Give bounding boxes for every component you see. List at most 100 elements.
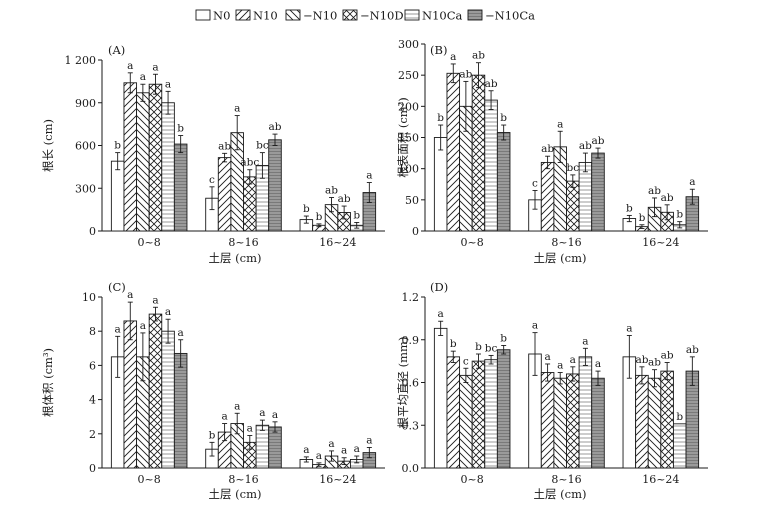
y-tick-label: 50 bbox=[405, 194, 419, 207]
legend-item-mN10: −N10 bbox=[285, 9, 337, 23]
y-axis-label: 根平均直径 (mm) bbox=[396, 337, 410, 429]
significance-letter: ab bbox=[485, 78, 498, 90]
bar-−N10Ca-0~8 bbox=[496, 349, 511, 469]
significance-letter: b bbox=[303, 203, 310, 215]
legend-label: N10 bbox=[253, 9, 278, 23]
bar-−N10D-0~8 bbox=[471, 360, 486, 469]
bar-N10-0~8 bbox=[123, 320, 138, 469]
legend-item-mN10D: −N10D bbox=[342, 9, 404, 23]
bar-−N10-0~8 bbox=[136, 92, 150, 232]
bar-N10-0~8 bbox=[446, 356, 461, 469]
bar-−N10Ca-8~16 bbox=[591, 377, 605, 469]
significance-letter: a bbox=[165, 78, 171, 90]
y-tick-label: 100 bbox=[398, 163, 419, 176]
legend-item-mN10Ca: −N10Ca bbox=[467, 9, 535, 23]
y-tick-label: 0 bbox=[412, 225, 419, 238]
significance-letter: b bbox=[676, 209, 683, 221]
y-tick-label: 0 bbox=[89, 462, 96, 475]
significance-letter: ab bbox=[648, 185, 661, 197]
y-tick-label: 300 bbox=[398, 38, 419, 51]
significance-letter: a bbox=[626, 322, 632, 334]
significance-letter: bc bbox=[566, 162, 579, 174]
significance-letter: b bbox=[500, 112, 507, 124]
significance-letter: ab bbox=[269, 121, 282, 133]
significance-letter: c bbox=[532, 177, 538, 189]
panel-label: (B) bbox=[430, 43, 447, 57]
significance-letter: a bbox=[557, 360, 563, 372]
significance-letter: ab bbox=[472, 50, 485, 62]
bar-N10-8~16 bbox=[540, 161, 555, 232]
legend: N0 N10 −N10 −N10D N10Ca −N10Ca bbox=[195, 9, 535, 23]
bar-−N10D-0~8 bbox=[471, 74, 486, 232]
y-tick-label: 4 bbox=[89, 394, 96, 407]
bar-N0-0~8 bbox=[110, 160, 125, 232]
bar-N10Ca-16~24 bbox=[672, 423, 687, 469]
x-tick-label: 8~16 bbox=[551, 236, 581, 249]
significance-letter: b bbox=[177, 123, 184, 135]
y-tick-label: 0.0 bbox=[402, 462, 420, 475]
bar-N10Ca-0~8 bbox=[161, 330, 175, 469]
significance-letter: a bbox=[127, 60, 133, 72]
bar-−N10D-16~24 bbox=[660, 370, 674, 469]
chart-panel-3: 0.00.30.60.91.2(D)根平均直径 (mm)土层 (cm)0~8ab… bbox=[396, 280, 708, 501]
bar-N0-0~8 bbox=[433, 327, 448, 469]
x-axis-label: 土层 (cm) bbox=[209, 251, 262, 265]
legend-swatch bbox=[404, 9, 420, 21]
significance-letter: ab bbox=[686, 344, 699, 356]
bar-N10Ca-0~8 bbox=[161, 102, 175, 232]
significance-letter: a bbox=[450, 51, 456, 63]
x-axis-label: 土层 (cm) bbox=[534, 251, 587, 265]
y-tick-label: 0 bbox=[89, 225, 96, 238]
significance-letter: b bbox=[450, 338, 457, 350]
bar-N10-0~8 bbox=[123, 82, 138, 232]
significance-letter: b bbox=[114, 140, 121, 152]
x-tick-label: 16~24 bbox=[319, 473, 356, 486]
legend-item-N10Ca: N10Ca bbox=[404, 9, 462, 23]
x-tick-label: 0~8 bbox=[138, 473, 161, 486]
y-axis-label: 根体积 (cm³) bbox=[41, 348, 55, 417]
significance-letter: b bbox=[639, 212, 646, 224]
bar-−N10D-8~16 bbox=[566, 180, 580, 232]
bar-−N10Ca-0~8 bbox=[173, 143, 188, 232]
x-tick-label: 8~16 bbox=[228, 236, 258, 249]
significance-letter: b bbox=[316, 211, 323, 223]
y-tick-label: 150 bbox=[398, 132, 419, 145]
y-tick-label: 8 bbox=[89, 325, 96, 338]
significance-letter: a bbox=[178, 327, 184, 339]
x-axis-label: 土层 (cm) bbox=[534, 487, 587, 501]
significance-letter: b bbox=[500, 332, 507, 344]
x-tick-label: 8~16 bbox=[228, 473, 258, 486]
x-tick-label: 16~24 bbox=[642, 236, 679, 249]
significance-letter: a bbox=[127, 289, 133, 301]
y-axis-label: 根表面积 (cm²) bbox=[396, 97, 410, 178]
panel-label: (A) bbox=[108, 43, 125, 57]
significance-letter: c bbox=[463, 355, 469, 367]
significance-letter: a bbox=[234, 103, 240, 115]
bar-−N10Ca-8~16 bbox=[268, 426, 282, 469]
y-tick-label: 10 bbox=[82, 291, 96, 304]
bar-−N10D-8~16 bbox=[243, 176, 257, 232]
legend-swatch bbox=[342, 9, 358, 21]
bar-−N10D-0~8 bbox=[148, 313, 163, 469]
bar-−N10D-0~8 bbox=[148, 83, 163, 232]
y-tick-label: 0.3 bbox=[402, 419, 420, 432]
legend-label: −N10Ca bbox=[485, 9, 535, 23]
y-tick-label: 200 bbox=[398, 100, 419, 113]
significance-letter: a bbox=[152, 294, 158, 306]
legend-item-N10: N10 bbox=[235, 9, 278, 23]
significance-letter: ab bbox=[579, 140, 592, 152]
significance-letter: ab bbox=[635, 354, 648, 366]
bar-−N10Ca-0~8 bbox=[173, 352, 188, 469]
bar-−N10-8~16 bbox=[553, 377, 567, 469]
bar-N0-0~8 bbox=[433, 137, 448, 232]
significance-letter: a bbox=[247, 423, 253, 435]
significance-letter: a bbox=[272, 409, 278, 421]
y-axis-label: 根长 (cm) bbox=[41, 119, 55, 172]
significance-letter: a bbox=[152, 61, 158, 73]
significance-letter: ab bbox=[459, 68, 472, 80]
bar-−N10-0~8 bbox=[459, 374, 473, 469]
chart-panel-1: 0 50 100 150 200 250 300 (B) 根表面积 (cm²) 土层 (cm) 0~… bbox=[396, 38, 708, 265]
y-tick-label: 0.9 bbox=[402, 334, 420, 347]
